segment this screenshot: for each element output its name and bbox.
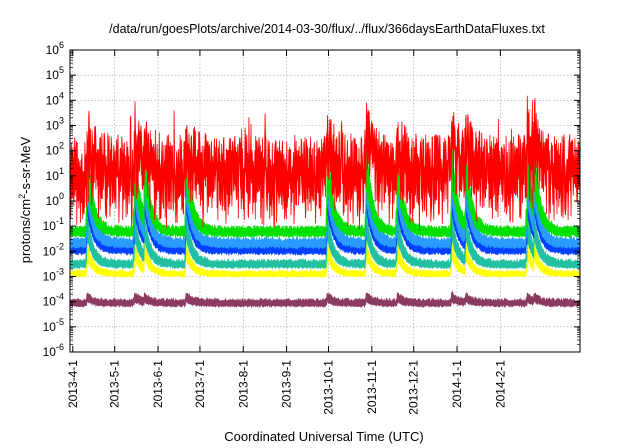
y-axis-title: protons/cm2-s-sr-MeV xyxy=(17,136,33,263)
x-tick-label: 2013-7-1 xyxy=(193,360,207,408)
y-tick-label: 102 xyxy=(46,141,64,158)
y-axis-title-post: -s-sr-MeV xyxy=(18,136,33,193)
y-tick-base: 10 xyxy=(43,270,57,284)
y-tick-exp: 1 xyxy=(59,166,64,176)
y-tick-base: 10 xyxy=(46,144,60,158)
y-axis: 10-610-510-410-310-210-11001011021031041… xyxy=(43,40,580,359)
y-tick-label: 100 xyxy=(46,191,64,208)
y-tick-exp: 6 xyxy=(59,40,64,50)
y-tick-label: 106 xyxy=(46,40,64,57)
y-axis-title-pre: protons/cm xyxy=(18,199,33,263)
x-tick-label: 2013-12-1 xyxy=(407,360,421,415)
y-tick-exp: -1 xyxy=(56,216,64,226)
y-tick-exp: 2 xyxy=(59,141,64,151)
y-tick-base: 10 xyxy=(46,194,60,208)
y-tick-base: 10 xyxy=(43,295,57,309)
y-tick-base: 10 xyxy=(43,219,57,233)
y-tick-exp: 5 xyxy=(59,65,64,75)
y-tick-exp: -3 xyxy=(56,267,64,277)
y-tick-exp: -6 xyxy=(56,342,64,352)
y-tick-base: 10 xyxy=(43,345,57,359)
x-tick-label: 2014-1-1 xyxy=(450,360,464,408)
x-tick-label: 2013-4-1 xyxy=(66,360,80,408)
y-tick-label: 101 xyxy=(46,166,64,183)
y-tick-label: 10-1 xyxy=(43,216,64,233)
y-tick-label: 105 xyxy=(46,65,64,82)
x-tick-label: 2013-10-1 xyxy=(321,360,335,415)
y-tick-base: 10 xyxy=(46,119,60,133)
x-tick-label: 2013-5-1 xyxy=(108,360,122,408)
y-tick-base: 10 xyxy=(46,93,60,107)
x-tick-label: 2013-9-1 xyxy=(280,360,294,408)
y-tick-exp: 4 xyxy=(59,90,64,100)
x-axis-title: Coordinated Universal Time (UTC) xyxy=(224,429,423,444)
flux-series-0 xyxy=(69,290,581,309)
y-tick-label: 10-4 xyxy=(43,292,64,309)
y-axis-title-sup: 2 xyxy=(17,194,27,199)
y-tick-base: 10 xyxy=(46,68,60,82)
y-tick-exp: -5 xyxy=(56,317,64,327)
x-tick-label: 2013-6-1 xyxy=(151,360,165,408)
chart-title: /data/run/goesPlots/archive/2014-03-30/f… xyxy=(109,22,545,36)
y-tick-base: 10 xyxy=(43,320,57,334)
y-tick-exp: 3 xyxy=(59,116,64,126)
y-tick-exp: -2 xyxy=(56,241,64,251)
y-tick-label: 103 xyxy=(46,116,64,133)
y-tick-label: 10-3 xyxy=(43,267,64,284)
y-tick-label: 104 xyxy=(46,90,64,107)
y-tick-label: 10-2 xyxy=(43,241,64,258)
y-tick-label: 10-5 xyxy=(43,317,64,334)
y-tick-exp: -4 xyxy=(56,292,64,302)
x-tick-label: 2014-2-1 xyxy=(493,360,507,408)
y-tick-base: 10 xyxy=(43,244,57,258)
x-tick-label: 2013-11-1 xyxy=(365,360,379,414)
series-layer xyxy=(69,95,581,309)
y-tick-base: 10 xyxy=(46,169,60,183)
y-tick-exp: 0 xyxy=(59,191,64,201)
y-tick-base: 10 xyxy=(46,43,60,57)
x-axis: 2013-4-1 2013-5-1 2013-6-1 2013-7-1 2013-8-1… xyxy=(66,50,507,415)
y-tick-label: 10-6 xyxy=(43,342,64,359)
x-tick-label: 2013-8-1 xyxy=(236,360,250,408)
